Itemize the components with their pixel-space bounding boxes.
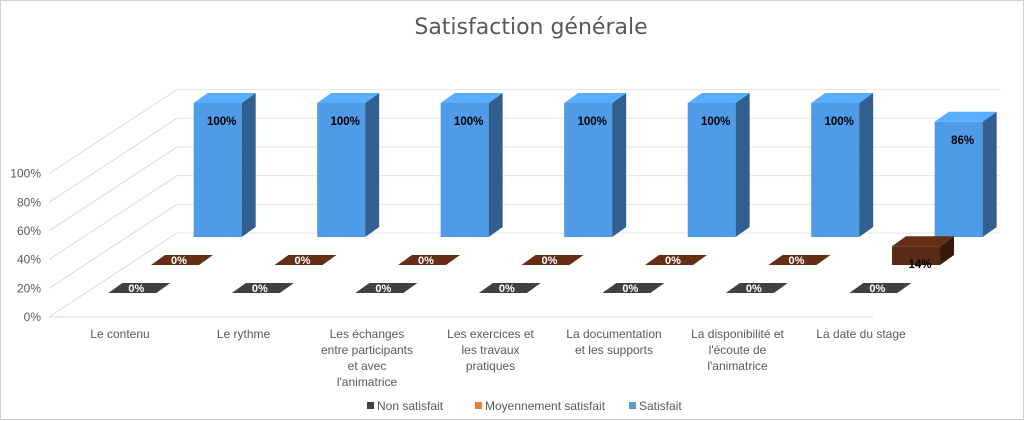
data-label: 0% (622, 283, 638, 295)
bar-moyennement-satisfait: 0% (151, 255, 213, 267)
y-tick-label: 0% (24, 310, 42, 324)
data-label: 100% (701, 116, 730, 128)
data-label: 0% (499, 283, 515, 295)
data-label: 0% (542, 255, 558, 267)
x-tick-label-line: pratiques (466, 359, 515, 373)
gridline (49, 233, 177, 317)
x-tick-label: Les exercices et les travaux pratiques (447, 327, 534, 373)
bar-satisfait: 100% (317, 93, 379, 237)
data-label: 86% (951, 135, 974, 147)
bar-moyennement-satisfait: 14% (892, 236, 954, 271)
y-tick-label: 40% (17, 253, 41, 267)
bar-moyennement-satisfait: 0% (398, 255, 460, 267)
bar-moyennement-satisfait: 0% (769, 255, 831, 267)
x-tick-label: La documentation et les supports (566, 327, 661, 357)
y-tick-label: 100% (10, 167, 41, 181)
data-label: 100% (454, 116, 483, 128)
data-label: 0% (128, 283, 144, 295)
bar-satisfait: 86% (935, 112, 997, 237)
bar-non-satisfait: 0% (602, 283, 664, 295)
legend-label: Moyennement satisfait (485, 399, 606, 413)
x-tick-label-line: La date du stage (816, 327, 906, 341)
x-tick-label-line: l'animatrice (337, 375, 398, 389)
bar-satisfait: 100% (441, 93, 503, 237)
legend-swatch (629, 402, 636, 409)
data-label: 0% (252, 283, 268, 295)
bar-side (489, 93, 503, 237)
x-tick-label: Le contenu (90, 327, 149, 341)
bar-side (736, 93, 750, 237)
data-label: 100% (577, 116, 606, 128)
bar-non-satisfait: 0% (479, 283, 541, 295)
data-label: 0% (375, 283, 391, 295)
x-tick-label-line: Le rythme (217, 327, 271, 341)
data-label: 0% (418, 255, 434, 267)
gridline (49, 90, 177, 174)
bar-side (612, 93, 626, 237)
x-tick-label-line: l'animatrice (707, 359, 768, 373)
bar-side (983, 112, 997, 237)
x-tick-label: La disponibilité et l'écoute de l'animatri… (691, 327, 784, 373)
bar-side (242, 93, 256, 237)
y-tick-label: 20% (17, 281, 41, 295)
x-tick-label-line: Le contenu (90, 327, 149, 341)
data-label: 0% (869, 283, 885, 295)
bar-moyennement-satisfait: 0% (645, 255, 707, 267)
data-label: 100% (824, 116, 853, 128)
x-tick-label-line: Les exercices et (447, 327, 534, 341)
bar-moyennement-satisfait: 0% (275, 255, 337, 267)
data-label: 0% (746, 283, 762, 295)
legend-item: Non satisfait (367, 399, 444, 413)
bar-side (859, 93, 873, 237)
x-tick-label-line: entre participants (321, 343, 413, 357)
x-tick-label-line: l'écoute de (709, 343, 767, 357)
bar-non-satisfait: 0% (849, 283, 911, 295)
bar-non-satisfait: 0% (355, 283, 417, 295)
x-tick-label-line: La disponibilité et (691, 327, 784, 341)
y-tick-label: 60% (17, 224, 41, 238)
gridline (49, 176, 177, 260)
legend-label: Satisfait (639, 399, 682, 413)
bar-non-satisfait: 0% (726, 283, 788, 295)
data-label: 0% (789, 255, 805, 267)
y-tick-label: 80% (17, 195, 41, 209)
x-tick-label-line: et les supports (575, 343, 653, 357)
legend-label: Non satisfait (377, 399, 444, 413)
bar-non-satisfait: 0% (108, 283, 170, 295)
x-tick-label-line: La documentation (566, 327, 661, 341)
x-tick-label-line: Les échanges (330, 327, 405, 341)
legend-swatch (367, 402, 374, 409)
gridline (49, 204, 177, 288)
data-label: 14% (908, 259, 931, 271)
x-tick-label: Les échanges entre participants et avec l'a… (321, 327, 413, 389)
bar-satisfait: 100% (811, 93, 873, 237)
bar-satisfait: 100% (564, 93, 626, 237)
chart-title: Satisfaction générale (414, 15, 647, 40)
x-tick-label-line: les travaux (461, 343, 519, 357)
gridline (49, 147, 177, 231)
x-tick-label-line: et avec (348, 359, 387, 373)
bar-satisfait: 100% (688, 93, 750, 237)
legend-item: Moyennement satisfait (475, 399, 606, 413)
data-label: 0% (665, 255, 681, 267)
bar-satisfait: 100% (194, 93, 256, 237)
data-label: 100% (330, 116, 359, 128)
bar-moyennement-satisfait: 0% (522, 255, 584, 267)
legend-swatch (475, 402, 482, 409)
bar-side (365, 93, 379, 237)
gridline (49, 118, 177, 202)
data-label: 0% (295, 255, 311, 267)
x-tick-label: Le rythme (217, 327, 271, 341)
data-label: 100% (207, 116, 236, 128)
legend-item: Satisfait (629, 399, 682, 413)
x-tick-label: La date du stage (816, 327, 906, 341)
bar-non-satisfait: 0% (232, 283, 294, 295)
data-label: 0% (171, 255, 187, 267)
